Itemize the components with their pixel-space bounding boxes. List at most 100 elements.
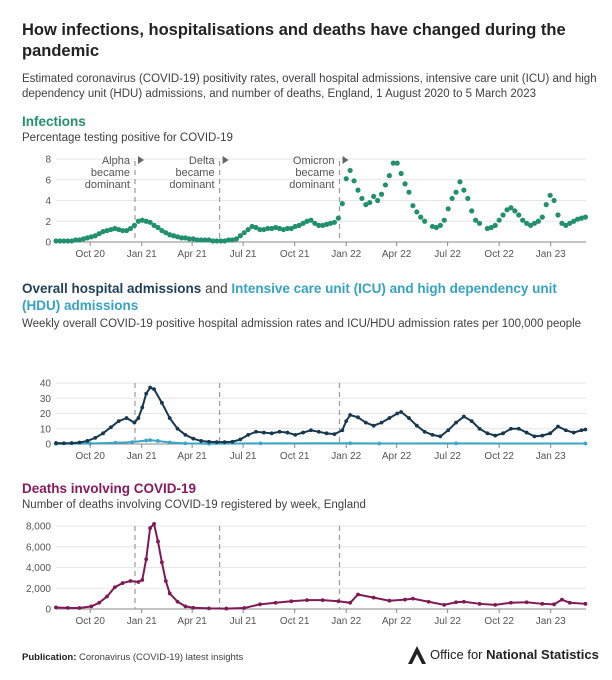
- deaths-point: [105, 594, 109, 599]
- hospital-admissions-point: [438, 434, 443, 439]
- deaths-point: [207, 606, 211, 611]
- infections-point: [578, 215, 585, 221]
- hospital-xtick-label: Jul 21: [230, 451, 257, 462]
- hospital-admissions-point: [214, 440, 219, 445]
- hospital-admissions-point: [254, 429, 258, 434]
- infections-point: [367, 199, 373, 206]
- deaths-point: [442, 602, 447, 607]
- infections-point: [551, 197, 557, 204]
- infections-point: [418, 214, 424, 220]
- infections-annotation-label: dominant: [169, 179, 214, 191]
- deaths-ytick-label: 2,000: [26, 584, 51, 595]
- deaths-point: [97, 600, 102, 605]
- footer-label: Publication:: [22, 652, 77, 663]
- infections-point: [422, 218, 428, 224]
- hospital-admissions-point: [340, 428, 345, 433]
- infections-point: [488, 224, 494, 231]
- hospital-admissions-point: [167, 416, 172, 420]
- infections-point: [496, 217, 502, 223]
- infections-point: [147, 219, 153, 225]
- hospital-admissions-point: [159, 400, 164, 405]
- infections-point: [437, 222, 443, 228]
- deaths-point: [461, 599, 466, 604]
- infections-point: [116, 226, 122, 233]
- hospital-admissions-point: [571, 430, 576, 435]
- infections-point: [402, 181, 408, 187]
- infections-ytick-label: 6: [45, 175, 51, 186]
- infections-point: [292, 223, 298, 230]
- infections-point: [182, 235, 189, 241]
- infections-point: [535, 218, 541, 224]
- hospital-xtick-label: Jan 23: [536, 451, 566, 462]
- infections-point: [135, 218, 141, 224]
- hospital-ytick-label: 30: [40, 394, 52, 405]
- deaths-point: [426, 599, 431, 604]
- hospital-xtick-label: Jul 22: [434, 451, 461, 462]
- hospital-admissions-point: [356, 415, 360, 420]
- infections-point: [80, 236, 87, 242]
- infections-point: [84, 235, 90, 241]
- infections-point: [296, 222, 302, 228]
- infections-point: [194, 237, 200, 243]
- hospital-admissions-point: [332, 432, 337, 436]
- infections-xtick-label: Oct 20: [75, 249, 105, 260]
- infections-point: [473, 217, 479, 223]
- infections-annotation-arrow: [342, 156, 349, 164]
- icu-hdu-admissions-point: [348, 441, 353, 446]
- infections-point: [53, 238, 59, 244]
- infections-subtitle: Percentage testing positive for COVID-19: [22, 132, 233, 144]
- hospital-admissions-point: [579, 428, 584, 433]
- infections-xtick-label: Jan 23: [536, 249, 566, 260]
- deaths-xtick-label: Jan 22: [331, 616, 361, 627]
- hospital-admissions-point: [301, 430, 305, 435]
- infections-point: [410, 203, 416, 209]
- hospital-admissions-point: [199, 439, 204, 443]
- icu-hdu-admissions-point: [167, 440, 172, 445]
- deaths-point: [224, 606, 229, 611]
- deaths-point: [136, 580, 141, 584]
- icu-hdu-admissions-point: [258, 441, 263, 446]
- infections-point: [512, 208, 518, 214]
- infections-point: [120, 227, 126, 234]
- infections-point: [245, 226, 251, 233]
- hospital-admissions-point: [246, 432, 251, 437]
- infections-point: [57, 238, 63, 244]
- deaths-point: [477, 601, 482, 606]
- deaths-point: [560, 597, 564, 602]
- deaths-point: [410, 596, 415, 601]
- infections-point: [371, 193, 377, 199]
- hospital-admissions-point: [493, 433, 498, 438]
- infections-point: [453, 189, 459, 195]
- infections-point: [445, 206, 451, 212]
- hospital-admissions-point: [152, 387, 156, 391]
- hospital-admissions-point: [124, 416, 129, 420]
- infections-point: [567, 220, 573, 226]
- infections-point: [273, 224, 279, 231]
- footer: Publication: Coronavirus (COVID-19) late…: [22, 652, 243, 663]
- hospital-admissions-point: [532, 434, 537, 439]
- hospital-admissions-point: [509, 426, 513, 431]
- deaths-xtick-label: Jul 22: [434, 616, 461, 627]
- deaths-point: [54, 605, 58, 610]
- deaths-xtick-label: Jul 21: [230, 616, 257, 627]
- infections-point: [265, 225, 271, 232]
- infections-point: [457, 179, 463, 185]
- deaths-point: [552, 602, 556, 607]
- infections-point: [492, 222, 498, 228]
- icu-hdu-admissions-point: [156, 439, 160, 443]
- infections-point: [414, 209, 420, 215]
- deaths-point: [493, 602, 498, 607]
- infections-point: [100, 229, 106, 235]
- hospital-admissions-point: [414, 423, 419, 428]
- infections-annotation-label: Omicron: [293, 155, 335, 167]
- hospital-admissions-point: [136, 416, 141, 420]
- infections-point: [139, 217, 145, 223]
- infections-xtick-label: Jul 22: [434, 249, 461, 260]
- infections-point: [163, 230, 169, 236]
- hospital-admissions-point: [430, 432, 435, 437]
- hospital-admissions-point: [132, 420, 137, 425]
- infections-xtick-label: Jan 21: [127, 249, 157, 260]
- infections-point: [92, 233, 98, 239]
- hospital-admissions-point: [469, 419, 474, 424]
